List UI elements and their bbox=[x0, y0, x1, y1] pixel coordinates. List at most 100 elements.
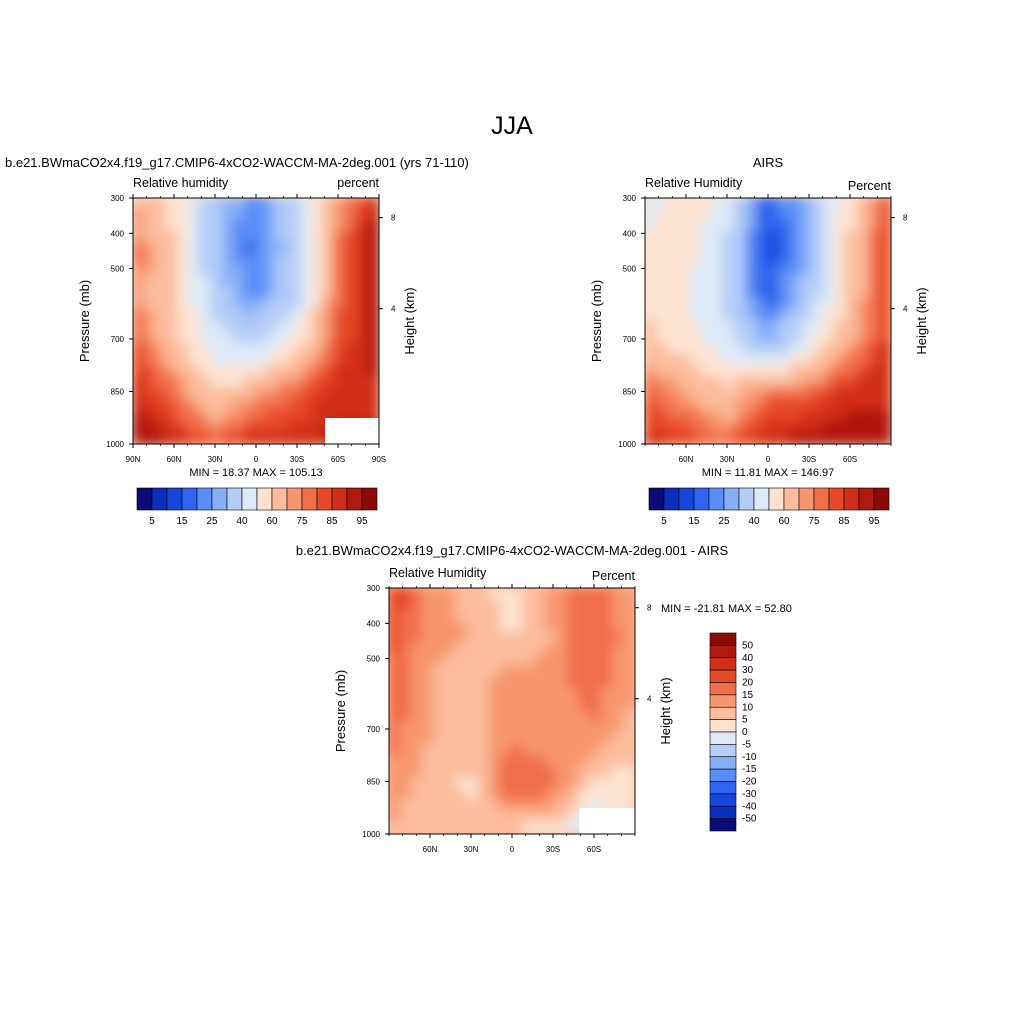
field-cell bbox=[744, 208, 758, 222]
field-cell bbox=[767, 331, 781, 345]
field-cell bbox=[578, 743, 592, 757]
field-cell bbox=[165, 208, 179, 222]
field-cell bbox=[243, 375, 257, 390]
field-cell bbox=[733, 398, 747, 412]
field-cell bbox=[410, 799, 424, 813]
field-cell bbox=[755, 208, 769, 222]
field-cell bbox=[165, 264, 179, 278]
field-cell bbox=[767, 219, 781, 233]
field-cell bbox=[522, 732, 536, 746]
field-cell bbox=[688, 275, 702, 289]
field-cell bbox=[677, 342, 691, 356]
field-cell bbox=[578, 788, 592, 802]
field-cell bbox=[199, 297, 213, 311]
field-cell bbox=[143, 219, 157, 233]
field-cell bbox=[544, 698, 558, 712]
pressure-tick-label: 500 bbox=[111, 264, 125, 273]
field-cell bbox=[555, 609, 569, 623]
field-cell bbox=[834, 320, 848, 334]
field-cell bbox=[688, 364, 702, 378]
field-cell bbox=[266, 297, 280, 311]
field-cell bbox=[544, 665, 558, 679]
field-cell bbox=[688, 409, 702, 423]
right-string-diff: Percent bbox=[592, 569, 636, 583]
field-cell bbox=[277, 275, 291, 289]
field-cell bbox=[600, 676, 614, 690]
field-cell bbox=[399, 631, 413, 645]
field-cell bbox=[755, 398, 769, 412]
field-cell bbox=[744, 198, 758, 211]
field-cell bbox=[277, 264, 291, 278]
field-cell bbox=[421, 642, 435, 657]
field-cell bbox=[800, 308, 814, 322]
lat-tick-label: 60N bbox=[167, 455, 182, 464]
pressure-tick-label: 300 bbox=[367, 584, 381, 593]
field-cell bbox=[288, 264, 302, 278]
field-cell bbox=[333, 308, 347, 322]
field-cell bbox=[699, 241, 714, 255]
field-cell bbox=[322, 331, 336, 345]
field-cell bbox=[310, 308, 325, 322]
field-cell bbox=[589, 732, 603, 746]
field-cell bbox=[522, 676, 536, 690]
field-cell bbox=[499, 642, 513, 657]
field-cell bbox=[600, 687, 614, 701]
field-cell bbox=[389, 642, 402, 657]
field-cell bbox=[310, 198, 325, 211]
field-cell bbox=[522, 598, 536, 612]
field-cell bbox=[800, 431, 814, 444]
field-cell bbox=[477, 743, 491, 757]
field-cell bbox=[522, 821, 536, 834]
field-cell bbox=[555, 631, 569, 645]
field-cell bbox=[800, 375, 814, 390]
field-cell bbox=[466, 777, 480, 791]
field-cell bbox=[199, 241, 213, 255]
field-cell bbox=[477, 710, 491, 724]
field-cell bbox=[499, 654, 513, 668]
field-cell bbox=[133, 252, 146, 267]
field-cell bbox=[477, 642, 491, 657]
field-cell bbox=[822, 431, 837, 444]
field-cell bbox=[210, 398, 224, 412]
field-cell bbox=[600, 754, 614, 768]
field-cell bbox=[867, 308, 881, 322]
field-cell bbox=[878, 320, 891, 334]
field-cell bbox=[232, 264, 246, 278]
field-cell bbox=[255, 420, 269, 434]
field-cell bbox=[733, 431, 747, 444]
field-cell bbox=[767, 198, 781, 211]
field-cell bbox=[310, 297, 325, 311]
field-cell bbox=[288, 275, 302, 289]
field-cell bbox=[455, 631, 469, 645]
field-cell bbox=[867, 219, 881, 233]
field-cell bbox=[154, 252, 168, 267]
field-cell bbox=[822, 297, 837, 311]
field-cell bbox=[600, 598, 614, 612]
field-cell bbox=[666, 230, 680, 244]
colorbar-label: 10 bbox=[742, 702, 754, 713]
field-cell bbox=[266, 409, 280, 423]
lat-tick-label: 30S bbox=[546, 845, 560, 854]
colorbar-swatch bbox=[181, 487, 198, 511]
left-string-model: Relative humidity bbox=[133, 176, 229, 190]
field-cell bbox=[544, 642, 558, 657]
field-cell bbox=[645, 320, 658, 334]
field-cell bbox=[822, 286, 837, 300]
missing-data-patch-model bbox=[325, 418, 379, 444]
field-cell bbox=[711, 420, 725, 434]
field-cell bbox=[333, 230, 347, 244]
field-cell bbox=[611, 620, 625, 634]
field-cell bbox=[878, 308, 891, 322]
field-cell bbox=[744, 387, 758, 401]
field-cell bbox=[655, 208, 669, 222]
field-cell bbox=[399, 799, 413, 813]
field-cell bbox=[555, 676, 569, 690]
field-cell bbox=[443, 721, 458, 735]
field-cell bbox=[699, 198, 714, 211]
field-cell bbox=[344, 331, 358, 345]
field-cell bbox=[789, 286, 803, 300]
field-cell bbox=[722, 353, 736, 367]
field-cell bbox=[333, 275, 347, 289]
field-cell bbox=[322, 398, 336, 412]
field-cell bbox=[755, 342, 769, 356]
